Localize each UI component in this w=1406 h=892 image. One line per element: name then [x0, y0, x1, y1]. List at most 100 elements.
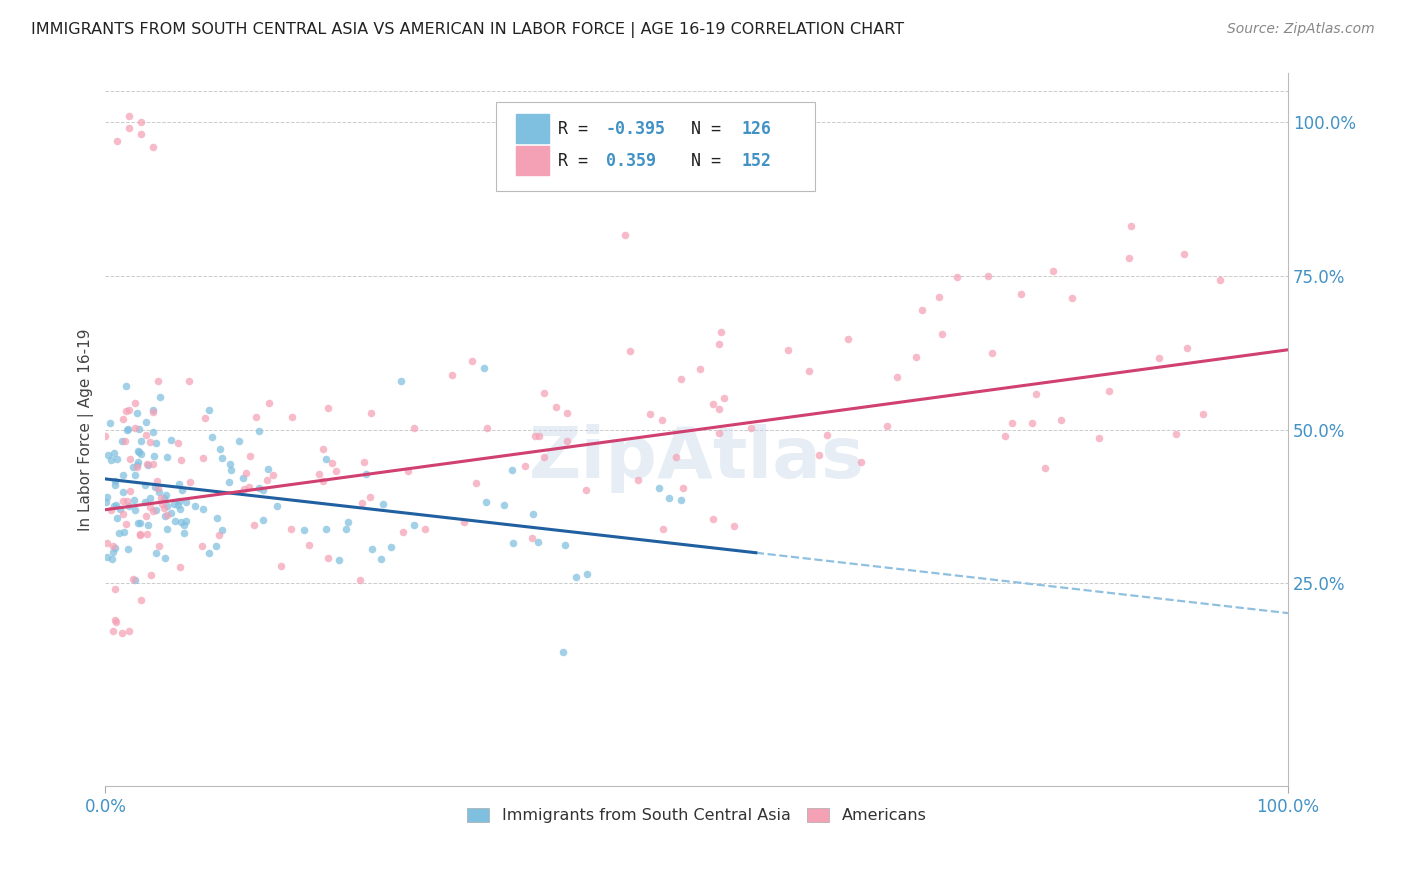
- Point: [115, 404, 138, 418]
- Point: [107, 511, 129, 525]
- Point: [122, 572, 145, 586]
- Point: [211, 523, 233, 537]
- Point: [127, 458, 149, 472]
- Point: [127, 406, 149, 420]
- Point: [665, 450, 688, 464]
- Point: [111, 434, 134, 448]
- Point: [121, 460, 143, 475]
- Point: [167, 499, 190, 513]
- Point: [361, 542, 384, 557]
- Point: [565, 569, 588, 583]
- Point: [1010, 287, 1032, 301]
- Point: [177, 374, 200, 388]
- Text: R =: R =: [558, 120, 599, 137]
- Point: [105, 134, 128, 148]
- Point: [370, 551, 392, 566]
- Point: [501, 463, 523, 477]
- Text: Source: ZipAtlas.com: Source: ZipAtlas.com: [1227, 22, 1375, 37]
- Point: [128, 528, 150, 542]
- Point: [150, 498, 173, 512]
- Point: [118, 402, 141, 417]
- Point: [153, 550, 176, 565]
- Point: [145, 546, 167, 560]
- Point: [689, 362, 711, 376]
- Point: [156, 450, 179, 464]
- Point: [115, 516, 138, 531]
- Point: [247, 424, 270, 438]
- Point: [627, 473, 650, 487]
- Point: [114, 434, 136, 448]
- Point: [1209, 273, 1232, 287]
- Point: [219, 463, 242, 477]
- Point: [464, 475, 486, 490]
- Point: [111, 411, 134, 425]
- Text: N =: N =: [671, 120, 731, 137]
- Point: [205, 539, 228, 553]
- Point: [103, 539, 125, 553]
- Point: [280, 522, 302, 536]
- Text: -0.395: -0.395: [606, 120, 665, 137]
- Point: [159, 506, 181, 520]
- Point: [239, 449, 262, 463]
- Text: R =: R =: [558, 152, 609, 169]
- Point: [138, 435, 160, 450]
- Text: 0.359: 0.359: [606, 152, 655, 169]
- Point: [124, 467, 146, 482]
- Point: [702, 397, 724, 411]
- Point: [105, 615, 128, 629]
- Point: [135, 427, 157, 442]
- Point: [170, 483, 193, 497]
- Point: [156, 508, 179, 523]
- Point: [257, 396, 280, 410]
- Point: [797, 364, 820, 378]
- Point: [105, 451, 128, 466]
- Text: IMMIGRANTS FROM SOUTH CENTRAL ASIA VS AMERICAN IN LABOR FORCE | AGE 16-19 CORREL: IMMIGRANTS FROM SOUTH CENTRAL ASIA VS AM…: [31, 22, 904, 38]
- Point: [169, 559, 191, 574]
- Point: [191, 502, 214, 516]
- Point: [1033, 460, 1056, 475]
- Point: [146, 481, 169, 495]
- Point: [298, 538, 321, 552]
- Point: [402, 517, 425, 532]
- Point: [145, 502, 167, 516]
- Point: [193, 410, 215, 425]
- Y-axis label: In Labor Force | Age 16-19: In Labor Force | Age 16-19: [79, 328, 94, 531]
- Point: [112, 508, 135, 522]
- Point: [128, 527, 150, 541]
- Point: [145, 474, 167, 488]
- Point: [672, 481, 695, 495]
- Point: [136, 458, 159, 472]
- Point: [104, 613, 127, 627]
- Point: [96, 490, 118, 504]
- Point: [143, 450, 166, 464]
- Point: [129, 447, 152, 461]
- Point: [135, 527, 157, 541]
- Point: [440, 368, 463, 382]
- Point: [129, 128, 152, 142]
- Point: [553, 645, 575, 659]
- Point: [207, 511, 229, 525]
- Point: [527, 534, 550, 549]
- Point: [515, 458, 537, 473]
- Point: [905, 350, 928, 364]
- Point: [127, 444, 149, 458]
- Point: [315, 522, 337, 536]
- Point: [136, 457, 159, 471]
- Point: [104, 478, 127, 492]
- Point: [101, 545, 124, 559]
- Point: [125, 459, 148, 474]
- Point: [555, 406, 578, 420]
- Point: [522, 508, 544, 522]
- Point: [145, 436, 167, 450]
- Point: [170, 516, 193, 530]
- Point: [316, 551, 339, 566]
- Point: [1118, 252, 1140, 266]
- Point: [128, 421, 150, 435]
- Point: [1060, 291, 1083, 305]
- Point: [911, 302, 934, 317]
- Point: [778, 343, 800, 358]
- Point: [111, 494, 134, 508]
- Legend: Immigrants from South Central Asia, Americans: Immigrants from South Central Asia, Amer…: [460, 802, 934, 830]
- Point: [349, 574, 371, 588]
- Point: [134, 495, 156, 509]
